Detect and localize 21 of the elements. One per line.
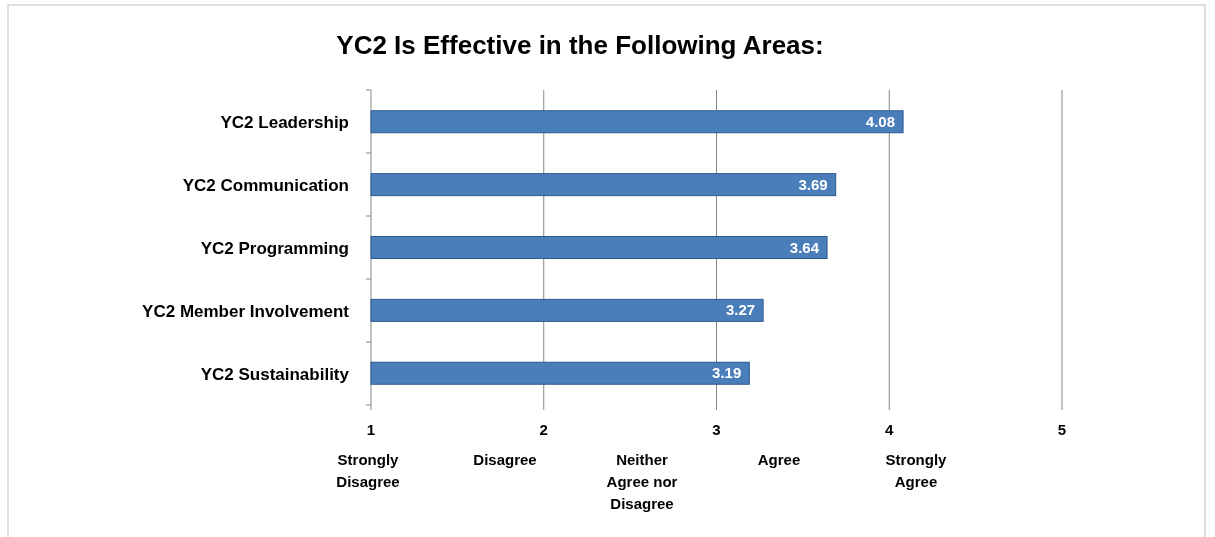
data-label: 3.19 [712,364,742,382]
x-tick-label: 3 [712,421,721,438]
text: Agree [757,451,801,468]
y-tick-label: YC2 Sustainability [200,364,350,384]
chart-title: YC2 Is Effective in the Following Areas: [336,30,824,60]
y-tick-label: YC2 Communication [182,175,349,195]
y-tick-label: YC2 Leadership [220,112,349,132]
text: Strongly Disagree [336,451,400,490]
x-tick-label: 1 [366,421,376,438]
y-tick-label: YC2 Programming [200,238,349,258]
y-tick-label: YC2 Member Involvement [142,301,350,321]
x-tick-label: 2 [539,421,548,438]
text: Neither Agree nor Disagree [606,451,678,512]
data-label: 3.64 [789,238,820,256]
text: Disagree [473,451,537,468]
data-label: 3.69 [798,175,828,193]
text: Strongly Agree [885,451,948,490]
data-label: 3.27 [725,301,756,319]
x-tick-label: 5 [1057,421,1067,438]
data-label: 4.08 [865,112,896,130]
x-tick-label: 4 [885,421,895,438]
